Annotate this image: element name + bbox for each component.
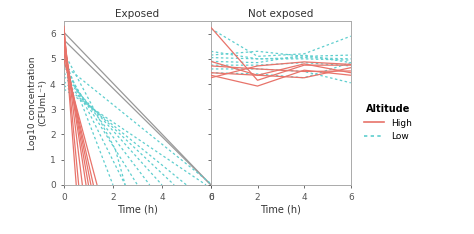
X-axis label: Time (h): Time (h): [260, 205, 301, 215]
Title: Exposed: Exposed: [115, 9, 159, 19]
Legend: High, Low: High, Low: [364, 104, 411, 141]
Title: Not exposed: Not exposed: [248, 9, 313, 19]
X-axis label: Time (h): Time (h): [117, 205, 158, 215]
Y-axis label: Log10 concentration
(CFUmL⁻¹): Log10 concentration (CFUmL⁻¹): [27, 56, 47, 150]
